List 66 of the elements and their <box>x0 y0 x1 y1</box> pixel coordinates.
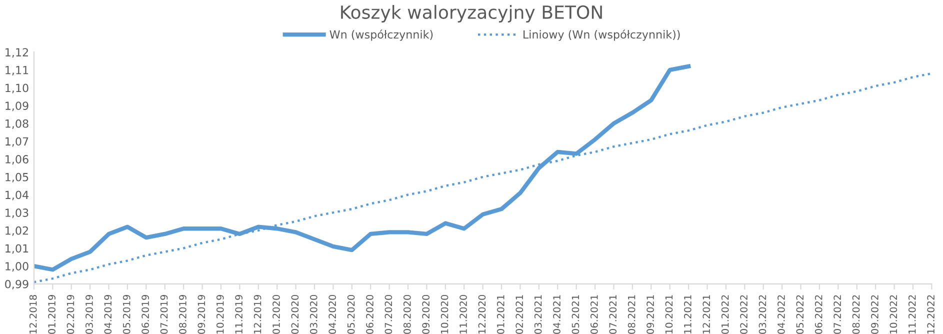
x-tick-label: 09.2020 <box>422 294 430 334</box>
x-tick-label: 08.2020 <box>403 294 411 334</box>
x-tick-label: 01.2019 <box>48 295 56 334</box>
x-tick-label: 03.2021 <box>534 295 542 334</box>
x-tick-label: 11.2021 <box>684 295 692 334</box>
x-tick-label: 07.2022 <box>834 295 841 334</box>
legend-label: Liniowy (Wn (współczynnik)) <box>524 30 680 41</box>
x-tick-label: 10.2021 <box>665 295 673 334</box>
y-tick-label: 1,09 <box>6 102 28 112</box>
y-tick-label: 1,01 <box>6 244 28 254</box>
x-tick-label: 10.2020 <box>440 294 448 334</box>
y-tick-label: 1,10 <box>6 84 28 94</box>
x-tick-label: 08.2021 <box>628 295 636 334</box>
y-tick-label: 0,99 <box>5 280 28 290</box>
legend-label: Wn (współczynnik) <box>330 30 433 41</box>
x-tick-label: 03.2019 <box>86 295 93 334</box>
x-tick-label: 04.2020 <box>328 294 336 334</box>
x-tick-label: 05.2021 <box>572 295 580 334</box>
x-tick-label: 12.2021 <box>702 295 710 334</box>
x-tick-label: 09.2022 <box>871 295 878 334</box>
x-tick-label: 04.2019 <box>104 295 112 334</box>
x-tick-label: 08.2022 <box>852 295 860 334</box>
x-tick-label: 02.2021 <box>516 295 524 334</box>
y-tick-label: 1,04 <box>6 190 28 200</box>
x-tick-label: 12.2019 <box>254 295 262 334</box>
x-tick-label: 10.2019 <box>216 295 224 334</box>
x-tick-label: 07.2019 <box>160 295 168 334</box>
x-tick-label: 11.2022 <box>908 295 916 334</box>
x-tick-label: 03.2020 <box>310 294 318 334</box>
x-tick-label: 08.2019 <box>179 295 186 334</box>
x-tick-label: 06.2021 <box>590 295 598 334</box>
x-tick-label: 05.2020 <box>347 294 355 334</box>
y-tick-label: 1,12 <box>6 48 28 58</box>
x-tick-label: 03.2022 <box>758 295 766 334</box>
chart-title: Koszyk waloryzacyjny BETON <box>341 5 602 22</box>
x-tick-label: 09.2019 <box>198 295 206 334</box>
x-tick-label: 06.2019 <box>142 295 149 334</box>
x-tick-label: 12.2020 <box>478 294 486 334</box>
x-tick-label: 01.2020 <box>272 294 280 334</box>
x-tick-label: 12.2022 <box>927 295 935 334</box>
x-tick-label: 05.2022 <box>796 295 804 334</box>
y-tick-label: 1,11 <box>6 66 28 76</box>
x-tick-label: 01.2022 <box>721 295 729 334</box>
y-tick-label: 1,06 <box>6 155 28 165</box>
y-tick-label: 1,07 <box>6 137 28 147</box>
x-tick-label: 02.2019 <box>66 295 74 334</box>
y-tick-label: 1,00 <box>6 262 28 272</box>
x-tick-label: 12.2018 <box>29 294 37 334</box>
x-tick-label: 11.2020 <box>460 294 467 334</box>
x-tick-label: 04.2021 <box>553 295 560 334</box>
y-tick-label: 1,05 <box>6 172 28 182</box>
y-tick-label: 1,08 <box>6 119 28 129</box>
x-tick-label: 01.2021 <box>496 295 504 334</box>
x-tick-label: 07.2021 <box>609 295 617 334</box>
x-tick-label: 06.2022 <box>814 295 822 334</box>
x-tick-label: 07.2020 <box>384 294 392 334</box>
x-tick-label: 11.2019 <box>235 295 242 334</box>
x-tick-label: 05.2019 <box>122 295 130 334</box>
y-tick-label: 1,03 <box>6 208 28 218</box>
x-tick-label: 10.2022 <box>890 295 898 334</box>
x-tick-label: 06.2020 <box>366 294 374 334</box>
x-tick-label: 09.2021 <box>646 295 654 334</box>
y-tick-label: 1,02 <box>6 226 28 236</box>
x-tick-label: 02.2020 <box>291 294 299 334</box>
x-tick-label: 04.2022 <box>778 295 785 334</box>
x-tick-label: 02.2022 <box>740 295 748 334</box>
